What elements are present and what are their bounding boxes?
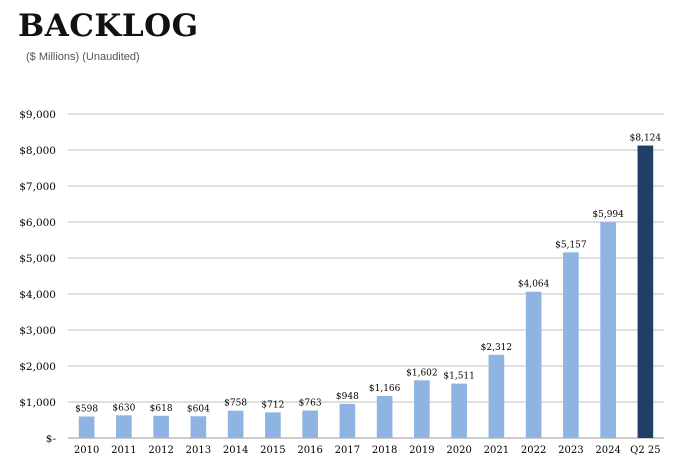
chart-title: BACKLOG bbox=[18, 8, 199, 44]
bar-value-label: $5,994 bbox=[592, 210, 624, 220]
x-tick-label: Q2 25 bbox=[630, 445, 660, 456]
bar bbox=[302, 410, 318, 438]
bar-value-label: $763 bbox=[299, 399, 322, 409]
y-tick-label: $9,000 bbox=[19, 109, 56, 121]
bar bbox=[116, 415, 132, 438]
bar-value-label: $1,511 bbox=[443, 372, 475, 382]
bar bbox=[563, 252, 579, 438]
x-tick-label: 2013 bbox=[186, 445, 211, 456]
bar-value-label: $618 bbox=[150, 404, 173, 414]
bar-value-label: $712 bbox=[261, 400, 284, 410]
bar-value-label: $758 bbox=[224, 399, 247, 409]
x-tick-label: 2019 bbox=[409, 445, 434, 456]
bar-value-label: $948 bbox=[336, 392, 359, 402]
x-tick-label: 2018 bbox=[372, 445, 397, 456]
y-tick-label: $7,000 bbox=[19, 181, 56, 193]
bar bbox=[451, 383, 467, 438]
bar-value-label: $4,064 bbox=[518, 280, 550, 290]
y-tick-label: $6,000 bbox=[19, 217, 56, 229]
x-tick-label: 2022 bbox=[521, 445, 546, 456]
bar-value-label: $1,166 bbox=[369, 384, 401, 394]
bar-value-label: $598 bbox=[75, 404, 98, 414]
bar bbox=[339, 403, 356, 438]
bar bbox=[488, 354, 505, 438]
bar bbox=[153, 415, 169, 438]
y-tick-label: $8,000 bbox=[19, 145, 56, 157]
x-tick-label: 2012 bbox=[148, 445, 173, 456]
bar bbox=[637, 145, 654, 438]
bar bbox=[376, 396, 393, 438]
x-tick-label: 2015 bbox=[260, 445, 285, 456]
bar bbox=[227, 410, 244, 438]
y-tick-label: $1,000 bbox=[19, 397, 56, 409]
bar bbox=[414, 380, 430, 438]
x-tick-label: 2010 bbox=[74, 445, 99, 456]
bar bbox=[525, 291, 542, 438]
x-tick-label: 2011 bbox=[111, 445, 136, 456]
x-tick-label: 2023 bbox=[558, 445, 583, 456]
bar-value-label: $8,124 bbox=[630, 134, 662, 144]
y-tick-label: $- bbox=[46, 433, 57, 445]
bar bbox=[78, 416, 95, 438]
bar bbox=[600, 222, 616, 438]
bar bbox=[265, 412, 281, 438]
x-tick-label: 2021 bbox=[484, 445, 509, 456]
bar-value-label: $2,312 bbox=[481, 343, 513, 353]
bar-value-label: $1,602 bbox=[406, 368, 438, 378]
bar bbox=[190, 416, 207, 438]
y-tick-label: $3,000 bbox=[19, 325, 56, 337]
y-tick-label: $4,000 bbox=[19, 289, 56, 301]
y-tick-label: $2,000 bbox=[19, 361, 56, 373]
x-tick-label: 2024 bbox=[595, 445, 620, 456]
x-tick-label: 2016 bbox=[297, 445, 322, 456]
x-tick-label: 2017 bbox=[335, 445, 360, 456]
bar-value-label: $630 bbox=[112, 403, 135, 413]
x-tick-label: 2014 bbox=[223, 445, 248, 456]
y-tick-label: $5,000 bbox=[19, 253, 56, 265]
bar-value-label: $5,157 bbox=[555, 240, 587, 250]
bar-value-label: $604 bbox=[187, 404, 210, 414]
x-tick-label: 2020 bbox=[446, 445, 471, 456]
chart-subtitle: ($ Millions) (Unaudited) bbox=[26, 51, 140, 63]
